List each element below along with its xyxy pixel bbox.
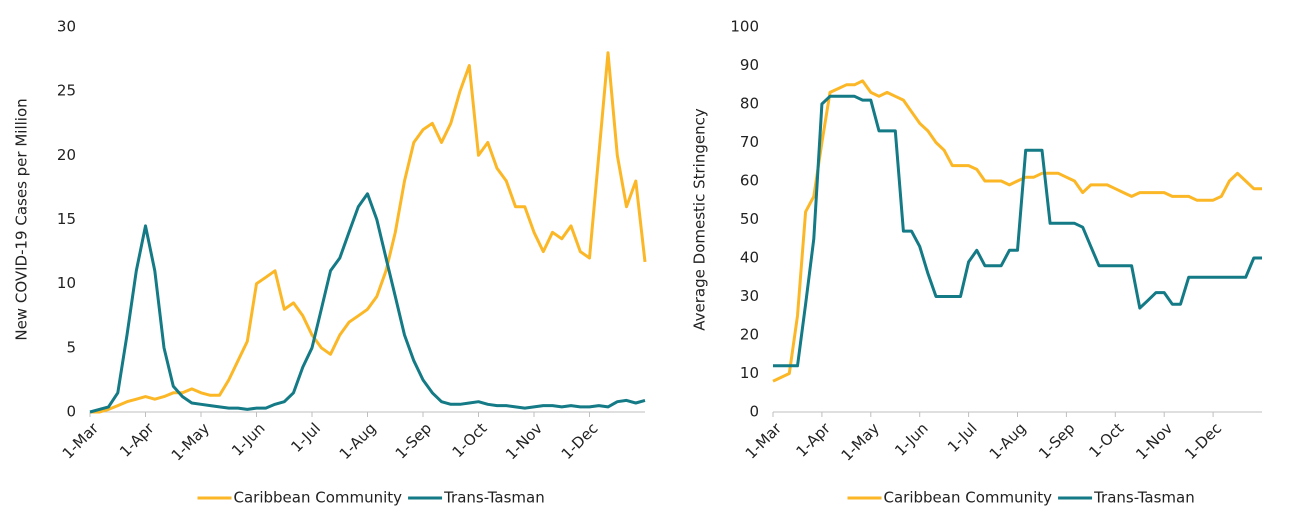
series-line	[89, 192, 646, 414]
y-tick-label: 0	[66, 403, 76, 421]
y-tick-label: 80	[740, 95, 759, 113]
y-tick-label: 20	[740, 326, 759, 344]
y-axis-label: Average Domestic Stringency	[691, 108, 709, 331]
y-tick-label: 50	[740, 210, 759, 228]
y-tick-label: 5	[66, 338, 76, 356]
y-tick-label: 20	[57, 146, 76, 164]
legend-label: Trans-Tasman	[1093, 489, 1195, 507]
series-line	[773, 94, 1262, 368]
y-tick-label: 90	[740, 56, 759, 74]
x-tick-label: 1-Nov	[502, 419, 546, 463]
y-tick-label: 40	[740, 249, 759, 267]
legend-label: Caribbean Community	[234, 489, 403, 507]
chart: 0 5 10 15 20 25 30 New COVID-19 Cases per Milli…	[13, 18, 647, 507]
y-tick-label: 15	[57, 210, 76, 228]
y-tick-label: 25	[57, 82, 76, 100]
x-tick-label: 1-Apr	[116, 419, 158, 461]
x-tick-label: 1-Nov	[1132, 419, 1176, 463]
y-tick-label: 10	[740, 364, 759, 382]
x-tick-label: 1-Dec	[558, 419, 602, 463]
x-tick-label: 1-Jun	[891, 419, 931, 459]
x-tick-label: 1-Aug	[986, 419, 1030, 463]
legend-label: Caribbean Community	[884, 489, 1053, 507]
x-tick-label: 1-Mar	[59, 419, 103, 463]
y-axis-label: New COVID-19 Cases per Million	[13, 98, 31, 340]
x-tick-label: 1-Jun	[228, 419, 268, 459]
x-tick-label: 1-Jul	[287, 419, 324, 456]
series-line	[772, 79, 1262, 383]
x-tick-label: 1-Mar	[742, 419, 786, 463]
y-tick-label: 70	[740, 133, 759, 151]
x-tick-label: 1-May	[838, 419, 883, 464]
x-tick-label: 1-Oct	[449, 419, 491, 461]
y-tick-label: 10	[57, 274, 76, 292]
x-tick-label: 1-Jul	[944, 419, 981, 456]
x-tick-label: 1-Oct	[1085, 419, 1127, 461]
x-tick-label: 1-Aug	[336, 419, 380, 463]
series-line	[90, 51, 647, 414]
legend-label: Trans-Tasman	[443, 489, 545, 507]
y-tick-label: 100	[730, 18, 759, 36]
x-tick-label: 1-May	[168, 419, 213, 464]
y-tick-label: 60	[740, 172, 759, 190]
chart: 0 10 20 30 40 50 60 70 80 90 100 Average Domestic S…	[691, 18, 1262, 507]
y-tick-label: 30	[740, 287, 759, 305]
y-tick-label: 0	[749, 403, 759, 421]
x-tick-label: 1-Apr	[792, 419, 834, 461]
y-tick-label: 30	[57, 18, 76, 36]
x-tick-label: 1-Sep	[392, 419, 435, 462]
x-tick-label: 1-Dec	[1181, 419, 1225, 463]
x-tick-label: 1-Sep	[1035, 419, 1078, 462]
